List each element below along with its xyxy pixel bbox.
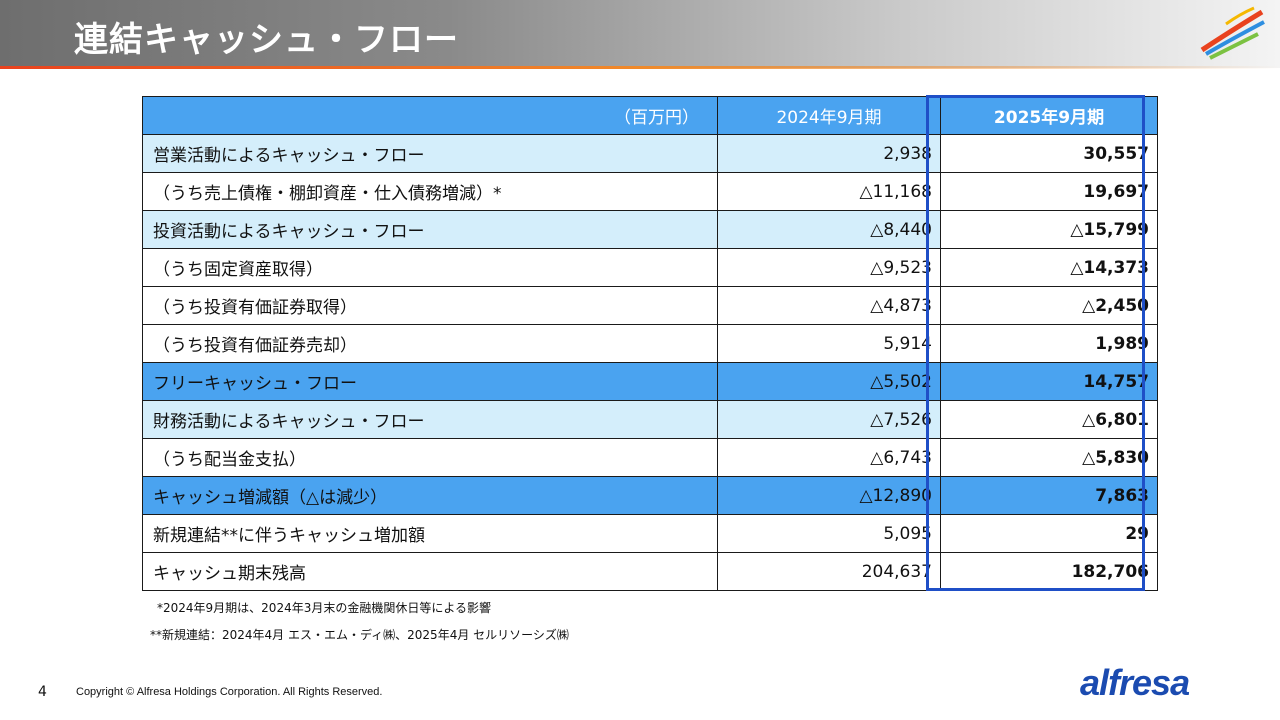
column-header-2024: 2024年9月期 — [717, 96, 941, 135]
value-2025: △14,373 — [940, 248, 1158, 287]
table-row: （うち売上債権・棚卸資産・仕入債務増減）* △11,168 19,697 — [142, 172, 1158, 211]
table-row: 営業活動によるキャッシュ・フロー 2,938 30,557 — [142, 134, 1158, 173]
row-label: （うち投資有価証券売却） — [142, 324, 718, 363]
alfresa-logo: alfresa — [1080, 662, 1190, 703]
header-bar — [0, 0, 1280, 68]
value-2024: △6,743 — [717, 438, 941, 477]
page-title: 連結キャッシュ・フロー — [74, 20, 459, 60]
value-2024: △8,440 — [717, 210, 941, 249]
value-2025: 30,557 — [940, 134, 1158, 173]
unit-label: （百万円） — [142, 96, 718, 135]
row-label: 営業活動によるキャッシュ・フロー — [142, 134, 718, 173]
table-row: フリーキャッシュ・フロー △5,502 14,757 — [142, 362, 1158, 401]
row-label: フリーキャッシュ・フロー — [142, 362, 718, 401]
value-2025: 7,863 — [940, 476, 1158, 515]
table-row: キャッシュ増減額（△は減少） △12,890 7,863 — [142, 476, 1158, 515]
table-row: （うち配当金支払） △6,743 △5,830 — [142, 438, 1158, 477]
table-row: （うち固定資産取得） △9,523 △14,373 — [142, 248, 1158, 287]
value-2025: 182,706 — [940, 552, 1158, 591]
value-2024: 5,095 — [717, 514, 941, 553]
table-row: キャッシュ期末残高 204,637 182,706 — [142, 552, 1158, 591]
table-header-row: （百万円） 2024年9月期 2025年9月期 — [142, 96, 1158, 135]
table-row: （うち投資有価証券売却） 5,914 1,989 — [142, 324, 1158, 363]
row-label: キャッシュ増減額（△は減少） — [142, 476, 718, 515]
header-accent-line — [0, 66, 1280, 69]
column-header-2025: 2025年9月期 — [940, 96, 1158, 135]
value-2025: △2,450 — [940, 286, 1158, 325]
value-2024: △12,890 — [717, 476, 941, 515]
row-label: 財務活動によるキャッシュ・フロー — [142, 400, 718, 439]
footnote-1: *2024年9月期は、2024年3月末の金融機関休日等による影響 — [157, 601, 491, 615]
value-2025: △6,801 — [940, 400, 1158, 439]
value-2024: 2,938 — [717, 134, 941, 173]
row-label: （うち固定資産取得） — [142, 248, 718, 287]
alfresa-swirl-icon — [1200, 6, 1265, 60]
value-2024: △9,523 — [717, 248, 941, 287]
page-number: 4 — [38, 684, 47, 700]
value-2024: 204,637 — [717, 552, 941, 591]
row-label: 投資活動によるキャッシュ・フロー — [142, 210, 718, 249]
value-2025: 14,757 — [940, 362, 1158, 401]
value-2024: △7,526 — [717, 400, 941, 439]
value-2025: 29 — [940, 514, 1158, 553]
table-row: 新規連結**に伴うキャッシュ増加額 5,095 29 — [142, 514, 1158, 553]
row-label: （うち配当金支払） — [142, 438, 718, 477]
value-2025: △5,830 — [940, 438, 1158, 477]
table-row: （うち投資有価証券取得） △4,873 △2,450 — [142, 286, 1158, 325]
value-2025: 1,989 — [940, 324, 1158, 363]
value-2024: △5,502 — [717, 362, 941, 401]
row-label: 新規連結**に伴うキャッシュ増加額 — [142, 514, 718, 553]
footnote-2: **新規連結：2024年4月 エス・エム・ディ㈱、2025年4月 セルリソーシズ… — [150, 628, 569, 642]
row-label: （うち売上債権・棚卸資産・仕入債務増減）* — [142, 172, 718, 211]
value-2025: △15,799 — [940, 210, 1158, 249]
value-2024: △4,873 — [717, 286, 941, 325]
row-label: （うち投資有価証券取得） — [142, 286, 718, 325]
value-2024: 5,914 — [717, 324, 941, 363]
row-label: キャッシュ期末残高 — [142, 552, 718, 591]
value-2025: 19,697 — [940, 172, 1158, 211]
cash-flow-table: （百万円） 2024年9月期 2025年9月期 営業活動によるキャッシュ・フロー… — [142, 96, 1158, 591]
table-row: 投資活動によるキャッシュ・フロー △8,440 △15,799 — [142, 210, 1158, 249]
value-2024: △11,168 — [717, 172, 941, 211]
table-row: 財務活動によるキャッシュ・フロー △7,526 △6,801 — [142, 400, 1158, 439]
copyright-text: Copyright © Alfresa Holdings Corporation… — [76, 686, 383, 698]
